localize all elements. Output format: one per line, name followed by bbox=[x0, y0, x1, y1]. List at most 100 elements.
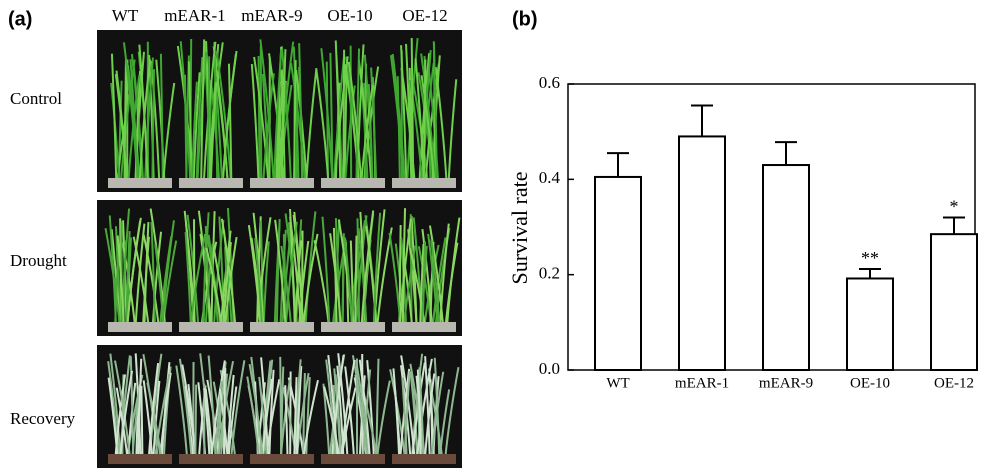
leaf bbox=[420, 75, 436, 181]
leaf bbox=[432, 41, 438, 181]
leaf bbox=[260, 357, 270, 457]
leaf bbox=[119, 370, 134, 457]
y-axis-label: Survival rate bbox=[507, 171, 532, 284]
leaf bbox=[210, 360, 226, 457]
leaf bbox=[343, 237, 353, 325]
leaf bbox=[416, 358, 433, 457]
leaf bbox=[323, 386, 341, 457]
leaf bbox=[274, 219, 287, 325]
leaf bbox=[162, 82, 176, 181]
leaf bbox=[400, 45, 408, 181]
leaf bbox=[336, 365, 345, 457]
leaf bbox=[284, 221, 298, 325]
leaf bbox=[296, 365, 303, 457]
leaf bbox=[140, 385, 144, 457]
tray bbox=[392, 454, 456, 464]
leaf bbox=[302, 373, 306, 457]
error-bar bbox=[859, 267, 881, 279]
leaf bbox=[261, 378, 273, 457]
leaf bbox=[200, 39, 206, 181]
leaf bbox=[142, 236, 150, 325]
row-label: Drought bbox=[10, 251, 67, 270]
x-tick-label: mEAR-9 bbox=[759, 375, 813, 391]
tray bbox=[250, 454, 314, 464]
leaf bbox=[189, 233, 207, 325]
error-bar bbox=[775, 141, 797, 166]
column-label: OE-10 bbox=[327, 6, 372, 25]
leaf bbox=[257, 55, 261, 181]
leaf bbox=[175, 365, 188, 457]
significance-label: ** bbox=[861, 248, 879, 268]
leaf bbox=[292, 46, 300, 181]
tray bbox=[321, 178, 385, 188]
bar bbox=[678, 135, 726, 371]
leaf bbox=[104, 228, 121, 325]
leaf bbox=[416, 369, 422, 457]
leaf bbox=[363, 54, 374, 181]
leaf bbox=[389, 369, 406, 457]
leaf bbox=[313, 240, 330, 325]
leaf bbox=[114, 73, 128, 181]
leaf bbox=[391, 53, 406, 181]
leaf bbox=[375, 358, 380, 457]
leaf bbox=[418, 367, 425, 457]
leaf bbox=[355, 48, 361, 181]
leaf bbox=[280, 245, 292, 325]
leaf bbox=[360, 210, 375, 325]
leaf bbox=[376, 380, 391, 457]
leaf bbox=[433, 357, 441, 457]
leaf bbox=[114, 360, 131, 457]
leaf bbox=[146, 382, 162, 457]
leaf bbox=[254, 237, 263, 325]
leaf bbox=[279, 356, 283, 457]
leaf bbox=[357, 59, 373, 181]
leaf bbox=[178, 358, 193, 457]
column-label: OE-12 bbox=[402, 6, 447, 25]
leaf bbox=[447, 79, 458, 181]
leaf bbox=[290, 62, 306, 181]
leaf bbox=[444, 366, 460, 457]
tray bbox=[392, 178, 456, 188]
tray bbox=[321, 322, 385, 332]
leaf bbox=[305, 68, 318, 181]
y-tick-label: 0.4 bbox=[539, 168, 561, 187]
leaf bbox=[419, 243, 425, 325]
leaf bbox=[203, 387, 211, 457]
x-tick-label: OE-10 bbox=[850, 375, 890, 391]
leaf bbox=[298, 43, 304, 181]
column-label: WT bbox=[112, 6, 139, 25]
leaf bbox=[341, 233, 345, 325]
leaf bbox=[423, 244, 440, 325]
leaf bbox=[204, 243, 214, 325]
leaf bbox=[446, 217, 461, 325]
tray bbox=[179, 178, 243, 188]
bar bbox=[762, 164, 810, 371]
leaf bbox=[248, 363, 264, 457]
leaf bbox=[142, 380, 154, 457]
leaf bbox=[295, 69, 308, 181]
leaf bbox=[129, 356, 135, 457]
tray bbox=[392, 322, 456, 332]
leaf bbox=[284, 385, 289, 457]
leaf bbox=[293, 60, 297, 181]
leaf bbox=[129, 59, 139, 181]
tray bbox=[108, 322, 172, 332]
tray bbox=[179, 454, 243, 464]
leaf bbox=[349, 45, 353, 181]
leaf bbox=[370, 67, 378, 181]
tray bbox=[250, 322, 314, 332]
leaf bbox=[315, 67, 330, 181]
leaf bbox=[150, 221, 156, 325]
leaf bbox=[430, 371, 445, 457]
leaf bbox=[196, 52, 208, 181]
leaf bbox=[215, 50, 232, 181]
bar bbox=[846, 277, 894, 372]
leaf bbox=[424, 373, 436, 457]
leaf bbox=[220, 230, 232, 325]
leaf bbox=[154, 373, 171, 457]
photo-panel: WT mEAR-1 mEAR-9 OE-10 OE-12 Control Drought Re… bbox=[10, 6, 462, 468]
leaf bbox=[410, 37, 415, 181]
leaf bbox=[273, 49, 283, 181]
leaf bbox=[331, 355, 345, 457]
leaf bbox=[194, 384, 198, 457]
